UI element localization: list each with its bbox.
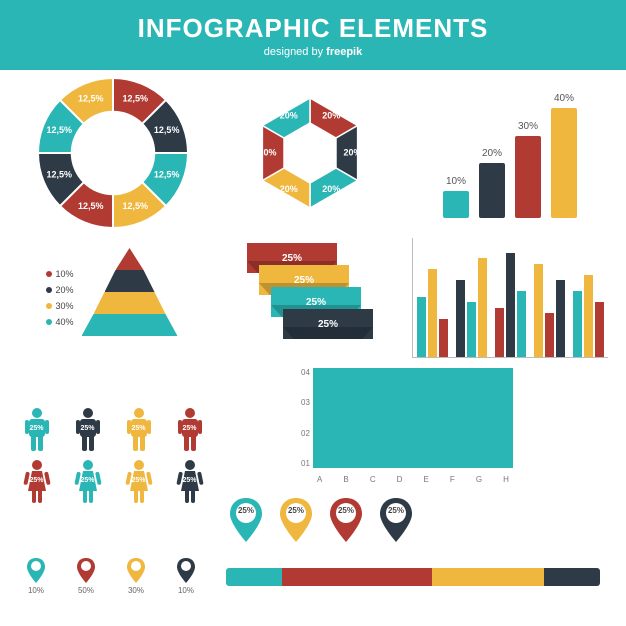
person-icon: 25% xyxy=(120,459,157,505)
person-icon: 25% xyxy=(69,459,106,505)
svg-text:12,5%: 12,5% xyxy=(47,170,73,180)
bar-group xyxy=(534,264,565,358)
bar-group xyxy=(573,275,604,358)
svg-text:12,5%: 12,5% xyxy=(154,170,180,180)
area-chart: 04030201 ABCDEFGH xyxy=(218,368,608,488)
content-grid: 12,5%12,5%12,5%12,5%12,5%12,5%12,5%12,5%… xyxy=(0,70,626,607)
svg-text:12,5%: 12,5% xyxy=(47,125,73,135)
donut-chart: 12,5% 12,5% 12,5% 12,5% 12,5% 12,5% 12,5% 12,5% xyxy=(18,78,208,228)
bar: 40% xyxy=(551,93,577,218)
mini-pins: 10% 50% 30% 10% xyxy=(26,558,196,595)
svg-text:12,5%: 12,5% xyxy=(122,94,148,104)
horizontal-stacked-bar xyxy=(226,568,600,586)
mini-pin-icon: 30% xyxy=(126,558,146,595)
header-banner: INFOGRAPHIC ELEMENTS designed by freepik xyxy=(0,0,626,70)
bar: 10% xyxy=(443,176,469,219)
map-pin-icon: 25% xyxy=(278,498,314,544)
person-icon: 25% xyxy=(18,407,55,453)
subtitle: designed by freepik xyxy=(264,46,362,58)
mini-pin-icon: 50% xyxy=(76,558,96,595)
bar-chart: 10% 20% 30% 40% xyxy=(412,78,608,228)
bar-group xyxy=(456,258,487,357)
person-icon: 25% xyxy=(69,407,106,453)
bar: 30% xyxy=(515,121,541,219)
person-icon: 25% xyxy=(120,407,157,453)
svg-text:20%: 20% xyxy=(322,111,340,121)
svg-text:12,5%: 12,5% xyxy=(78,94,104,104)
bar-group xyxy=(495,253,526,358)
map-pin-icon: 25% xyxy=(228,498,264,544)
pyramid-chart: 10%20%30%40% xyxy=(18,238,208,358)
hexagon-chart: 20% 20% 20% 20% 20% 20% xyxy=(218,78,402,228)
map-pin-icon: 25% xyxy=(328,498,364,544)
bar: 20% xyxy=(479,148,505,218)
person-icon: 25% xyxy=(18,459,55,505)
people-icons: 25% 25% 25% 25% 25% 25% 25% 25% xyxy=(18,368,208,544)
svg-text:20%: 20% xyxy=(280,184,298,194)
svg-text:12,5%: 12,5% xyxy=(122,201,148,211)
svg-text:20%: 20% xyxy=(343,147,361,157)
bottom-row: 10% 50% 30% 10% xyxy=(18,554,608,599)
svg-text:20%: 20% xyxy=(280,111,298,121)
mini-pin-icon: 10% xyxy=(176,558,196,595)
svg-text:12,5%: 12,5% xyxy=(78,201,104,211)
page-title: INFOGRAPHIC ELEMENTS xyxy=(138,13,489,44)
grouped-bar-chart xyxy=(412,238,608,358)
mini-pin-icon: 10% xyxy=(26,558,46,595)
pin-row: 25% 25% 25% 25% xyxy=(218,498,608,544)
pyramid-legend: 10%20%30%40% xyxy=(46,269,73,327)
svg-text:20%: 20% xyxy=(322,184,340,194)
svg-text:20%: 20% xyxy=(258,147,276,157)
svg-text:12,5%: 12,5% xyxy=(154,125,180,135)
cylinder-stack: 25%25%25%25% xyxy=(218,238,402,358)
person-icon: 25% xyxy=(171,407,208,453)
map-pin-icon: 25% xyxy=(378,498,414,544)
person-icon: 25% xyxy=(171,459,208,505)
bar-group xyxy=(417,269,448,357)
